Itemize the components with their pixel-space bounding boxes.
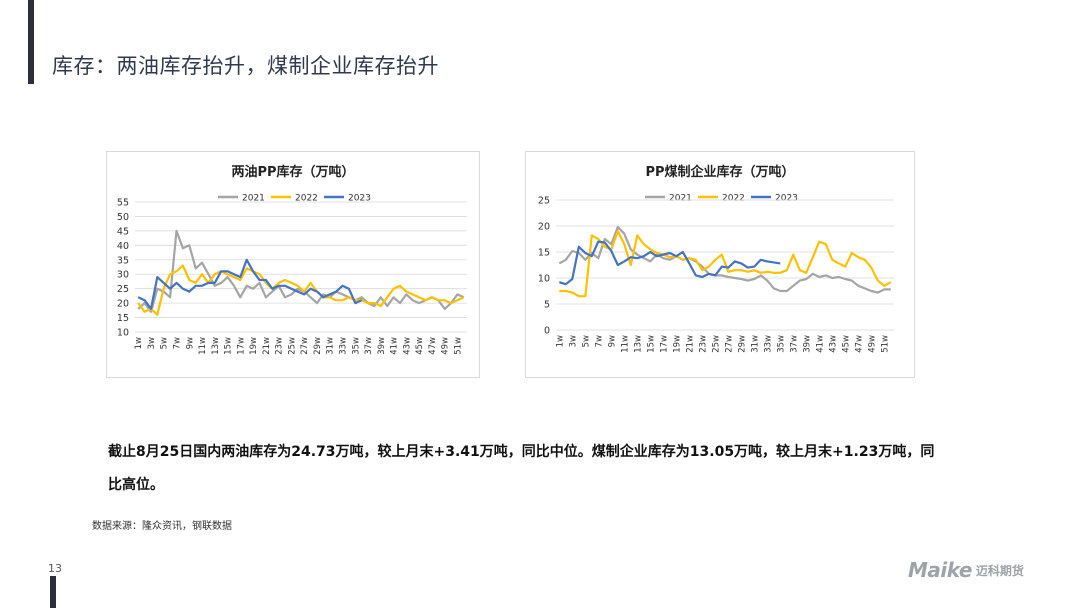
x-tick-label: 29w (737, 335, 747, 353)
x-tick-label: 13w (211, 337, 221, 355)
logo-company-name: 迈科期货 (975, 563, 1024, 578)
chart-oil-inventory-svg: 两油PP库存（万吨） 2021 2022 2023 10 15 20 25 30 35 40 45 50… (117, 164, 467, 355)
x-tick-label: 15w (224, 337, 234, 355)
y-tick-label: 5 (544, 300, 550, 311)
y-tick-label: 15 (538, 248, 550, 259)
page-number: 13 (48, 562, 62, 575)
x-tick-label: 1w (134, 337, 144, 349)
x-tick-label: 7w (173, 337, 183, 349)
title-accent-bar (28, 0, 34, 84)
logo-mark: Maike (908, 558, 972, 582)
x-tick-label: 35w (776, 335, 786, 353)
x-tick-label: 19w (249, 337, 259, 355)
y-tick-label: 10 (538, 274, 550, 285)
x-tick-label: 51w (880, 335, 890, 353)
x-tick-label: 39w (377, 337, 387, 355)
series-line-2021 (137, 229, 465, 313)
series-line-2022 (559, 230, 892, 298)
x-tick-label: 35w (351, 337, 361, 355)
x-tick-label: 49w (441, 337, 451, 355)
x-tick-label: 41w (390, 337, 400, 355)
x-tick-label: 23w (275, 337, 285, 355)
x-tick-label: 31w (326, 337, 336, 355)
x-tick-label: 9w (607, 335, 617, 347)
x-tick-label: 25w (287, 337, 297, 355)
chart-oil-inventory: 两油PP库存（万吨） 2021 2022 2023 10 15 20 25 30 35 40 45 50… (106, 151, 480, 378)
series-line-2022 (137, 264, 465, 316)
x-tick-label: 33w (763, 335, 773, 353)
x-tick-label: 11w (620, 335, 630, 353)
x-tick-label: 15w (646, 335, 656, 353)
series-line-2023 (137, 258, 363, 310)
footer-accent-bar (50, 576, 56, 608)
y-tick-label: 40 (117, 241, 129, 252)
x-tick-label: 17w (236, 337, 246, 355)
y-tick-label: 55 (117, 198, 129, 209)
legend-label-2022: 2022 (295, 194, 318, 204)
x-tick-label: 47w (428, 337, 438, 355)
series-line-2023 (558, 240, 781, 286)
x-tick-label: 43w (828, 335, 838, 353)
y-tick-label: 45 (117, 226, 129, 237)
series-line-2021 (558, 225, 891, 294)
y-tick-label: 0 (544, 326, 550, 337)
chart-title: 两油PP库存（万吨） (231, 164, 354, 180)
x-tick-label: 11w (198, 337, 208, 355)
y-tick-label: 20 (117, 299, 129, 310)
x-tick-label: 51w (453, 337, 463, 355)
x-tick-label: 45w (841, 335, 851, 353)
x-tick-label: 43w (402, 337, 412, 355)
chart-coal-inventory: PP煤制企业库存（万吨） 2021 2022 2023 0 5 10 15 20 25 1w 3w 5w… (525, 151, 915, 378)
x-tick-label: 49w (867, 335, 877, 353)
legend-label-2022: 2022 (722, 194, 745, 204)
y-tick-label: 25 (538, 196, 550, 207)
x-tick-label: 37w (789, 335, 799, 353)
legend-label-2023: 2023 (775, 194, 798, 204)
x-tick-label: 21w (262, 337, 272, 355)
chart-coal-inventory-svg: PP煤制企业库存（万吨） 2021 2022 2023 0 5 10 15 20 25 1w 3w 5w… (538, 164, 894, 353)
x-tick-label: 7w (594, 335, 604, 347)
x-tick-label: 3w (568, 335, 578, 347)
chart-title: PP煤制企业库存（万吨） (645, 164, 794, 180)
x-tick-label: 31w (750, 335, 760, 353)
x-tick-label: 39w (802, 335, 812, 353)
x-tick-label: 37w (364, 337, 374, 355)
x-tick-label: 41w (815, 335, 825, 353)
x-tick-label: 5w (160, 337, 170, 349)
y-tick-label: 25 (117, 284, 129, 295)
y-tick-label: 15 (117, 313, 129, 324)
x-tick-label: 3w (147, 337, 157, 349)
x-tick-label: 19w (672, 335, 682, 353)
x-tick-label: 45w (415, 337, 425, 355)
x-tick-label: 17w (659, 335, 669, 353)
legend-label-2023: 2023 (348, 194, 371, 204)
y-tick-label: 35 (117, 255, 129, 266)
y-tick-label: 50 (117, 212, 129, 223)
x-tick-label: 9w (185, 337, 195, 349)
page-title: 库存：两油库存抬升，煤制企业库存抬升 (52, 54, 439, 78)
x-tick-label: 27w (300, 337, 310, 355)
x-tick-label: 33w (339, 337, 349, 355)
x-tick-label: 47w (854, 335, 864, 353)
x-tick-label: 27w (724, 335, 734, 353)
x-tick-label: 1w (555, 335, 565, 347)
summary-text: 截止8月25日国内两油库存为24.73万吨，较上月末+3.41万吨，同比中位。煤… (108, 444, 935, 493)
legend-label-2021: 2021 (242, 194, 265, 204)
legend-label-2021: 2021 (669, 194, 692, 204)
y-tick-label: 10 (117, 328, 129, 339)
x-tick-label: 13w (633, 335, 643, 353)
y-tick-label: 20 (538, 222, 550, 233)
y-tick-label: 30 (117, 270, 129, 281)
x-tick-label: 5w (581, 335, 591, 347)
x-tick-label: 21w (685, 335, 695, 353)
company-logo: Maike 迈科期货 (908, 558, 1024, 582)
x-tick-label: 23w (698, 335, 708, 353)
x-tick-label: 29w (313, 337, 323, 355)
x-tick-label: 25w (711, 335, 721, 353)
data-source: 数据来源：隆众资讯，钢联数据 (92, 521, 232, 532)
